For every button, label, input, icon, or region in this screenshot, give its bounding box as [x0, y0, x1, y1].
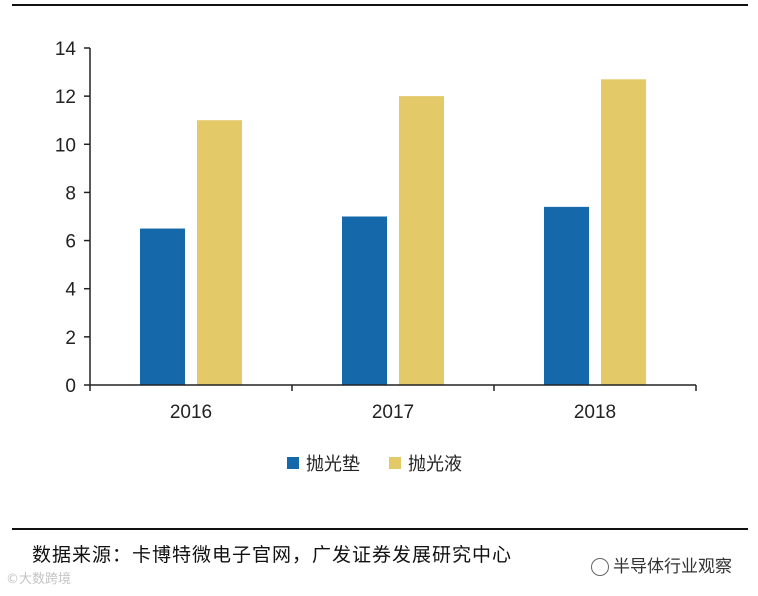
bar-2017-series-1: [342, 217, 387, 386]
legend-swatch-2: [389, 457, 401, 469]
bars: [140, 79, 646, 385]
y-tick-label: 6: [65, 232, 76, 253]
bar-chart: 0 2 4 6 8 10 12 14 2016 2017 2018 抛光垫 抛光液: [0, 0, 758, 520]
corner-watermark: ©大数跨境: [6, 568, 71, 587]
legend-swatch-1: [287, 457, 299, 469]
y-tick-label: 4: [65, 280, 76, 301]
source-note: 数据来源：卡博特微电子官网，广发证券发展研究中心: [32, 540, 512, 567]
x-axis-ticks: 2016 2017 2018: [90, 385, 696, 423]
y-tick-label: 2: [65, 328, 76, 349]
x-tick-label: 2018: [574, 402, 616, 423]
bar-2018-series-2: [601, 79, 646, 385]
y-axis-ticks: 0 2 4 6 8 10 12 14: [55, 39, 90, 397]
legend: 抛光垫 抛光液: [287, 454, 462, 475]
y-tick-label: 12: [55, 87, 76, 108]
y-tick-label: 10: [55, 135, 76, 156]
bar-2016-series-1: [140, 229, 185, 385]
y-tick-label: 0: [65, 376, 76, 397]
y-tick-label: 8: [65, 183, 76, 204]
bar-2016-series-2: [197, 120, 242, 385]
bar-2017-series-2: [399, 96, 444, 385]
y-tick-label: 14: [55, 39, 77, 60]
watermark-label: 半导体行业观察: [613, 557, 732, 577]
legend-label-1: 抛光垫: [306, 454, 360, 475]
bar-2018-series-1: [544, 207, 589, 385]
legend-label-2: 抛光液: [408, 454, 462, 475]
wechat-icon: [591, 558, 609, 576]
x-tick-label: 2016: [170, 402, 212, 423]
watermark: 半导体行业观察: [591, 552, 732, 577]
x-tick-label: 2017: [372, 402, 414, 423]
bottom-rule: [12, 528, 748, 530]
